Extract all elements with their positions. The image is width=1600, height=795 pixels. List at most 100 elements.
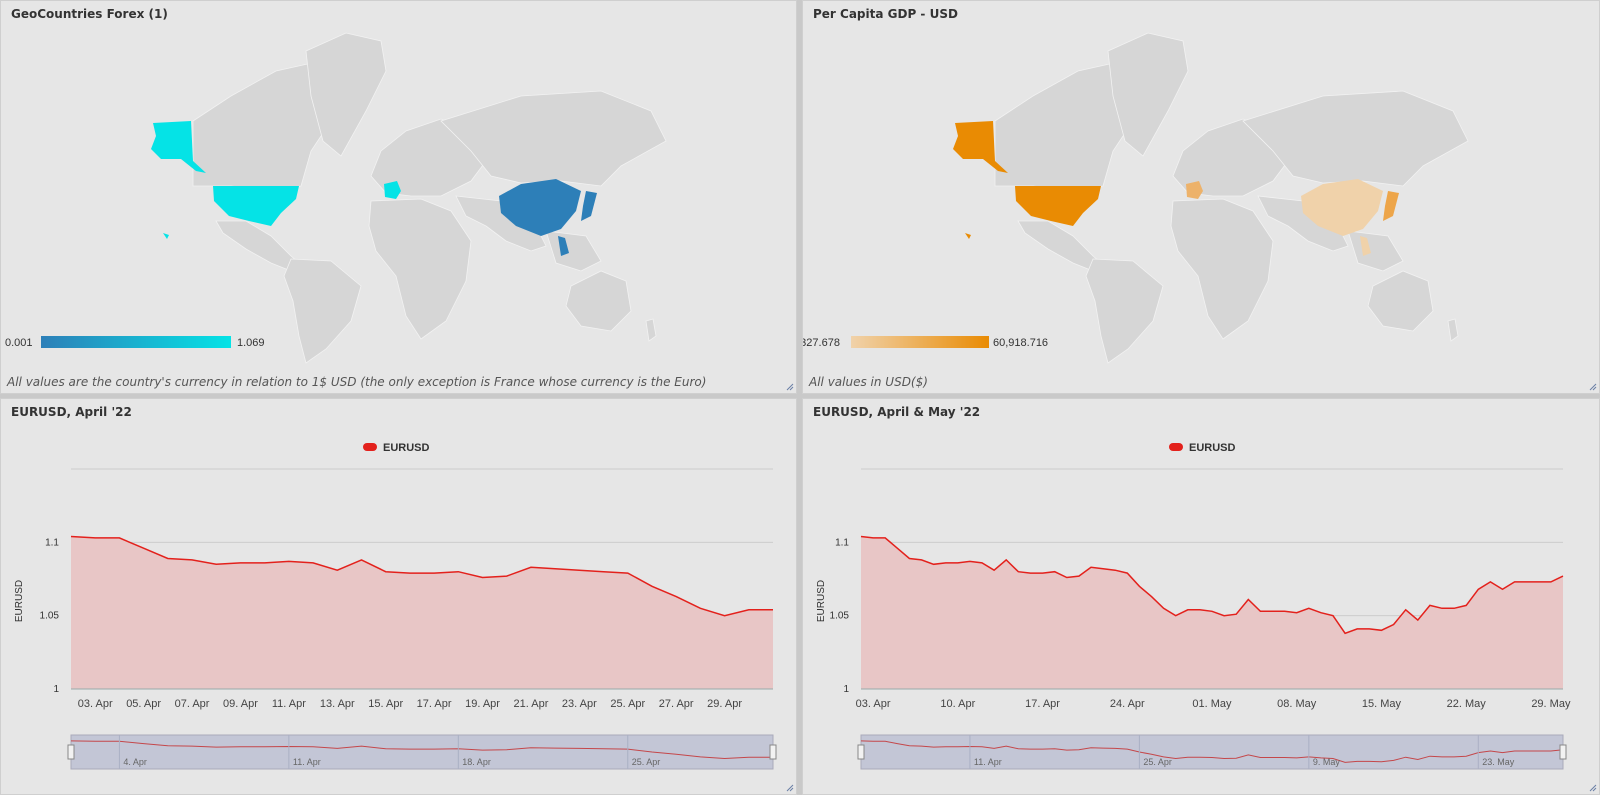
- legend-label[interactable]: EURUSD: [383, 442, 430, 454]
- eurusd-april-panel: EURUSD, April '22 EURUSD EURUSD 03. Apr 0…: [0, 398, 797, 795]
- hawaii-shape: [965, 233, 971, 239]
- navigator-window[interactable]: [860, 734, 1564, 770]
- x-tick-label: 25. Apr: [610, 698, 645, 710]
- series-line-eurusd[interactable]: [860, 535, 1564, 635]
- new-zealand-shape: [645, 318, 657, 342]
- navigator-label: 9. May: [1313, 757, 1341, 767]
- greenland-shape: [305, 32, 387, 157]
- area-fill: [861, 536, 1563, 689]
- africa-shape: [1170, 198, 1274, 340]
- gdp-map-caption: All values in USD($): [809, 375, 928, 389]
- southeast-asia: [545, 230, 602, 272]
- x-tick-label: 10. Apr: [940, 698, 975, 710]
- southeast-asia: [1347, 230, 1404, 272]
- navigator-right-handle[interactable]: [1559, 744, 1567, 760]
- navigator-left-handle[interactable]: [67, 744, 75, 760]
- navigator-window[interactable]: [70, 734, 774, 770]
- gdp-map-panel: Per Capita GDP - USD: [802, 0, 1600, 394]
- x-tick-label: 24. Apr: [1110, 698, 1145, 710]
- forex-map-panel: GeoCountries Forex (1): [0, 0, 797, 394]
- x-tick-label: 05. Apr: [126, 698, 161, 710]
- philippines-shape: [558, 236, 569, 256]
- greenland-shape: [1107, 32, 1189, 157]
- china-shape: [1301, 179, 1383, 236]
- new-zealand-shape: [1447, 318, 1459, 342]
- x-tick-label: 17. Apr: [417, 698, 452, 710]
- navigator-label: 11. Apr: [974, 757, 1002, 767]
- x-tick-label: 27. Apr: [659, 698, 694, 710]
- forex-legend-min: 0.001: [5, 337, 33, 349]
- eurusd-april-may-title: EURUSD, April & May '22: [813, 405, 981, 419]
- navigator-right-handle[interactable]: [769, 744, 777, 760]
- area-fill: [71, 536, 773, 689]
- legend-swatch: [1169, 443, 1183, 451]
- forex-world-map[interactable]: 0.001 1.069: [1, 1, 797, 394]
- eurusd-april-title: EURUSD, April '22: [11, 405, 132, 419]
- series-line-eurusd[interactable]: [70, 535, 773, 617]
- x-tick-label: 03. Apr: [856, 698, 891, 710]
- x-tick-label: 03. Apr: [78, 698, 113, 710]
- x-tick-label: 15. May: [1362, 698, 1402, 710]
- y-tick-label: 1.05: [40, 611, 60, 622]
- gdp-legend-gradient: [851, 336, 989, 348]
- japan-shape: [581, 191, 597, 221]
- japan-shape: [1383, 191, 1399, 221]
- eurusd-april-chart[interactable]: EURUSD EURUSD 03. Apr 05. Apr 07. Apr 09. A…: [1, 399, 797, 795]
- resize-grip-icon[interactable]: [786, 784, 794, 792]
- russia-asia-shape: [440, 90, 667, 187]
- hawaii-shape: [163, 233, 169, 239]
- forex-legend-max: 1.069: [237, 337, 265, 349]
- x-tick-label: 07. Apr: [175, 698, 210, 710]
- x-tick-label: 09. Apr: [223, 698, 258, 710]
- gdp-highlighted-countries: [953, 121, 1399, 256]
- x-tick-label: 11. Apr: [272, 698, 306, 710]
- legend-label[interactable]: EURUSD: [1189, 442, 1236, 454]
- gdp-legend-min: 3,327.678: [803, 337, 840, 349]
- y-tick-label: 1.1: [45, 537, 59, 548]
- y-axis-label: EURUSD: [816, 580, 827, 622]
- australia-shape: [1367, 270, 1434, 332]
- forex-map-title: GeoCountries Forex (1): [11, 7, 168, 21]
- australia-shape: [565, 270, 632, 332]
- africa-shape: [368, 198, 472, 340]
- x-tick-label: 15. Apr: [368, 698, 403, 710]
- navigator-label: 25. Apr: [1143, 757, 1172, 767]
- x-tick-label: 29. May: [1531, 698, 1571, 710]
- gdp-world-map[interactable]: 3,327.678 60,918.716: [803, 1, 1600, 394]
- resize-grip-icon[interactable]: [1589, 383, 1597, 391]
- south-america-shape: [1085, 258, 1164, 364]
- x-tick-label: 23. Apr: [562, 698, 597, 710]
- navigator-label: 25. Apr: [632, 757, 661, 767]
- gdp-map-title: Per Capita GDP - USD: [813, 7, 958, 21]
- navigator-left-handle[interactable]: [857, 744, 865, 760]
- x-tick-label: 29. Apr: [707, 698, 742, 710]
- y-axis-label: EURUSD: [14, 580, 25, 622]
- resize-grip-icon[interactable]: [1589, 784, 1597, 792]
- south-america-shape: [283, 258, 362, 364]
- eurusd-april-may-chart[interactable]: EURUSD EURUSD 03. Apr 10. Apr 17. Apr 24. A…: [803, 399, 1600, 795]
- usa-shape: [213, 186, 299, 226]
- france-shape: [1186, 181, 1203, 199]
- resize-grip-icon[interactable]: [786, 383, 794, 391]
- x-tick-label: 01. May: [1192, 698, 1232, 710]
- france-shape: [384, 181, 401, 199]
- x-tick-label: 22. May: [1447, 698, 1487, 710]
- gdp-legend-max: 60,918.716: [993, 337, 1048, 349]
- forex-highlighted-countries: [151, 121, 597, 256]
- y-tick-label: 1: [843, 684, 849, 695]
- x-tick-label: 19. Apr: [465, 698, 500, 710]
- y-tick-label: 1.05: [830, 611, 850, 622]
- navigator-label: 23. May: [1482, 757, 1515, 767]
- legend-swatch: [363, 443, 377, 451]
- navigator-label: 4. Apr: [123, 757, 147, 767]
- alaska-shape: [151, 121, 206, 173]
- forex-legend-gradient: [41, 336, 231, 348]
- y-tick-label: 1: [53, 684, 59, 695]
- eurusd-april-may-panel: EURUSD, April & May '22 EURUSD EURUSD 03…: [802, 398, 1600, 795]
- china-shape: [499, 179, 581, 236]
- navigator-series: [70, 740, 773, 760]
- russia-asia-shape: [1242, 90, 1469, 187]
- navigator-label: 11. Apr: [293, 757, 321, 767]
- forex-map-caption: All values are the country's currency in…: [7, 375, 707, 389]
- usa-shape: [1015, 186, 1101, 226]
